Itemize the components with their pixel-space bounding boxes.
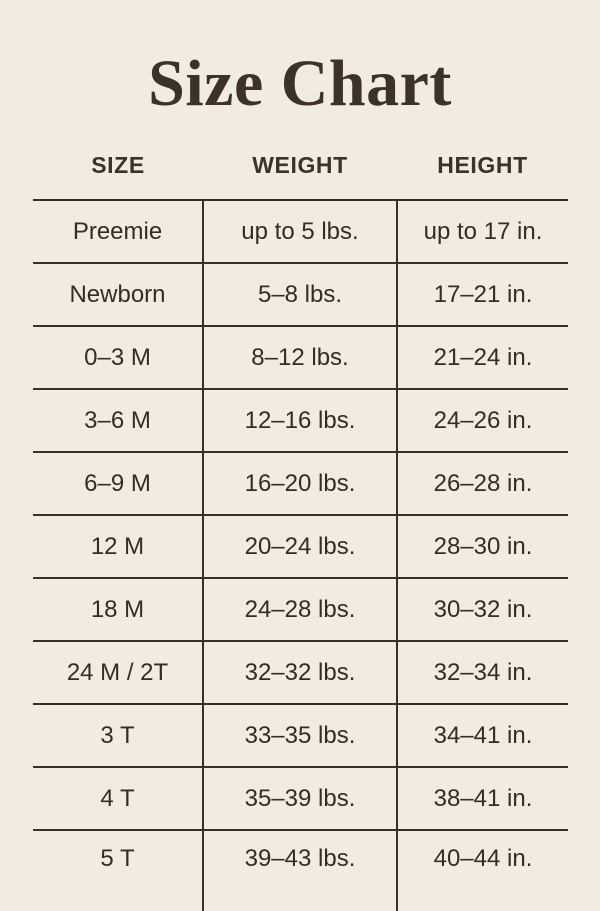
cell-size: 5 T [100, 845, 135, 872]
cell-weight: 8–12 lbs. [202, 326, 397, 390]
table-body: Preemie up to 5 lbs. up to 17 in. Newbor… [33, 200, 568, 911]
cell-size: 18 M [33, 578, 203, 642]
cell-height: 28–30 in. [396, 515, 568, 579]
size-chart-table-wrapper: SIZE WEIGHT HEIGHT Preemie up to 5 lbs. … [33, 152, 568, 911]
table-row: Newborn 5–8 lbs. 17–21 in. [33, 263, 568, 327]
table-row: 3–6 M 12–16 lbs. 24–26 in. [33, 389, 568, 453]
cell-height: 40–44 in. [396, 830, 568, 911]
cell-weight: 20–24 lbs. [202, 515, 397, 579]
cell-weight: 32–32 lbs. [202, 641, 397, 705]
table-row: 6–9 M 16–20 lbs. 26–28 in. [33, 452, 568, 516]
cell-height: 24–26 in. [396, 389, 568, 453]
cell-height: 32–34 in. [396, 641, 568, 705]
cell-weight: 35–39 lbs. [202, 767, 397, 831]
cell-height: 26–28 in. [396, 452, 568, 516]
table-row: 5 T 39–43 lbs. 40–44 in. [33, 830, 568, 911]
table-row: 0–3 M 8–12 lbs. 21–24 in. [33, 326, 568, 390]
column-header-weight: WEIGHT [252, 152, 348, 178]
column-header-height: HEIGHT [437, 152, 528, 178]
cell-height: 17–21 in. [396, 263, 568, 327]
cell-height: 34–41 in. [396, 704, 568, 768]
cell-height: 21–24 in. [396, 326, 568, 390]
cell-size: Preemie [33, 200, 203, 264]
cell-size: 6–9 M [33, 452, 203, 516]
page-title: Size Chart [148, 47, 452, 120]
cell-weight: 12–16 lbs. [202, 389, 397, 453]
cell-size: 3 T [33, 704, 203, 768]
cell-size: 0–3 M [33, 326, 203, 390]
column-header-size: SIZE [91, 152, 145, 178]
cell-size: Newborn [33, 263, 203, 327]
table-header-row: SIZE WEIGHT HEIGHT [33, 152, 568, 200]
cell-size: 24 M / 2T [33, 641, 203, 705]
table-row: 12 M 20–24 lbs. 28–30 in. [33, 515, 568, 579]
cell-size: 4 T [33, 767, 203, 831]
cell-weight: 16–20 lbs. [202, 452, 397, 516]
cell-height: up to 17 in. [396, 200, 568, 264]
cell-size: 3–6 M [33, 389, 203, 453]
cell-weight: up to 5 lbs. [202, 200, 397, 264]
cell-weight: 33–35 lbs. [202, 704, 397, 768]
table-row: 3 T 33–35 lbs. 34–41 in. [33, 704, 568, 768]
cell-height: 38–41 in. [396, 767, 568, 831]
cell-height: 30–32 in. [396, 578, 568, 642]
table-row: 18 M 24–28 lbs. 30–32 in. [33, 578, 568, 642]
cell-weight: 39–43 lbs. [202, 830, 397, 911]
cell-weight: 5–8 lbs. [202, 263, 397, 327]
table-row: 4 T 35–39 lbs. 38–41 in. [33, 767, 568, 831]
table-header: SIZE WEIGHT HEIGHT [33, 152, 568, 200]
table-row: Preemie up to 5 lbs. up to 17 in. [33, 200, 568, 264]
size-chart-table: SIZE WEIGHT HEIGHT Preemie up to 5 lbs. … [33, 152, 568, 911]
table-row: 24 M / 2T 32–32 lbs. 32–34 in. [33, 641, 568, 705]
cell-size: 12 M [33, 515, 203, 579]
cell-weight: 24–28 lbs. [202, 578, 397, 642]
